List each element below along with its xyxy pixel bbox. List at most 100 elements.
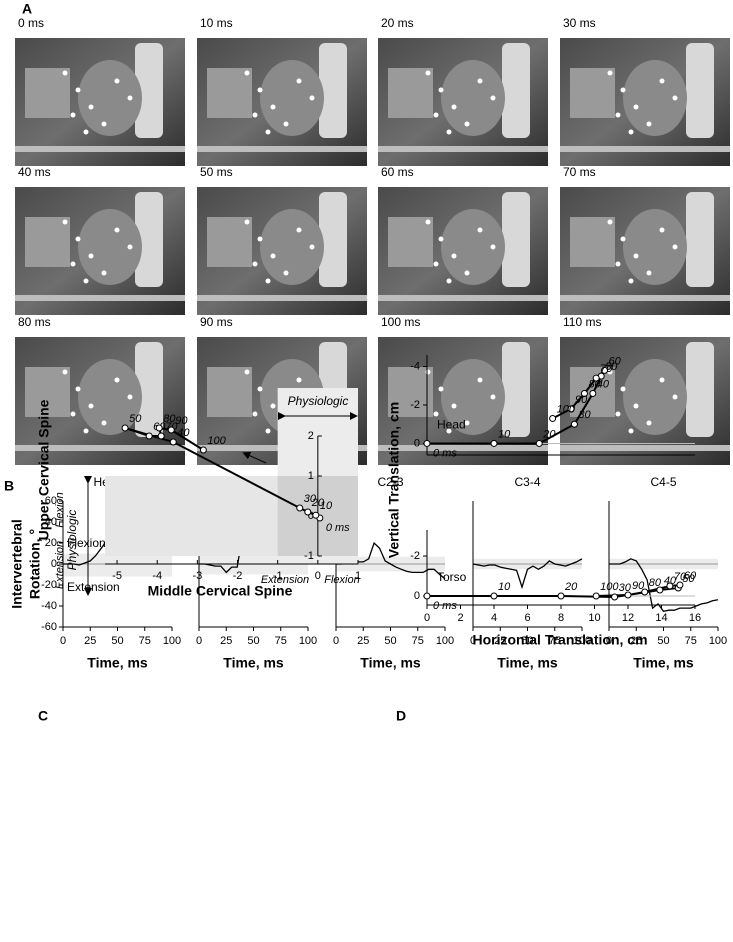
photo-marker (127, 394, 133, 400)
y-tick-label: -2 (410, 550, 420, 562)
photo-marker (88, 253, 94, 259)
photo-rig (25, 217, 70, 267)
frame-time: 90 ms (200, 315, 233, 329)
photo-marker (633, 104, 639, 110)
frame-time: 100 ms (381, 315, 420, 329)
point (169, 438, 177, 446)
x-tick-label: 10 (588, 612, 600, 624)
photo-marker (70, 261, 76, 267)
x-tick-label: 50 (384, 635, 396, 647)
x-tick-label: 16 (689, 612, 701, 624)
photo-marker (615, 112, 621, 118)
photo-marker (451, 253, 457, 259)
photo-marker (283, 121, 289, 127)
photo-marker (477, 78, 483, 84)
point-label: 80 (163, 413, 176, 425)
photo-marker (646, 270, 652, 276)
photo-marker (451, 104, 457, 110)
photo-marker (620, 386, 626, 392)
annotation: Physiologic (288, 394, 349, 408)
frame-time: 110 ms (563, 315, 601, 329)
chart-title: C2-3 (377, 475, 403, 489)
photo-marker (438, 87, 444, 93)
x-tick-label: 1 (355, 570, 361, 582)
photo-marker (101, 270, 107, 276)
x-tick-label: 50 (247, 635, 259, 647)
point (423, 439, 431, 447)
point (611, 593, 619, 601)
x-axis-label: Time, ms (360, 655, 421, 671)
photo-rig (570, 68, 615, 118)
x-tick-label: 8 (558, 612, 564, 624)
photo-marker (607, 219, 613, 225)
y-tick-label: 2 (308, 430, 314, 442)
x-tick-label: 50 (111, 635, 123, 647)
point-label: 70 (600, 363, 613, 375)
photo-base (197, 295, 367, 301)
point-label: 20 (542, 428, 556, 440)
line (472, 558, 583, 590)
photo-marker (615, 411, 621, 417)
photo-marker (425, 219, 431, 225)
point-label: 10 (320, 500, 333, 512)
point-label: 60 (684, 570, 697, 582)
photo-marker (75, 87, 81, 93)
point-label: 20 (311, 497, 325, 509)
x-tick-label: 100 (163, 635, 181, 647)
panel-label: B (4, 478, 14, 494)
photo-headrest (686, 342, 714, 437)
photo-base (15, 445, 185, 451)
point-label: 90 (175, 415, 188, 427)
photo-marker (490, 394, 496, 400)
frame-time: 10 ms (200, 16, 233, 30)
annotation: Extension (261, 574, 309, 586)
point (676, 581, 684, 589)
photo-head (623, 209, 687, 285)
point-label: 90 (575, 394, 588, 406)
frame-time: 50 ms (200, 165, 233, 179)
photo-head (441, 209, 505, 285)
point-label: 40 (597, 378, 610, 390)
photo-marker (270, 403, 276, 409)
x-tick-label: 100 (299, 635, 317, 647)
x-axis-label: Time, ms (497, 655, 558, 671)
photo-rig (388, 68, 433, 118)
chart-title: C4-5 (650, 475, 676, 489)
photo-marker (620, 87, 626, 93)
photo-base (197, 146, 367, 152)
photo-marker (477, 227, 483, 233)
photo-marker (62, 70, 68, 76)
photo-head (78, 209, 142, 285)
x-axis-label: Time, ms (87, 655, 148, 671)
photo-marker (628, 129, 634, 135)
x-tick-label: 75 (685, 635, 697, 647)
point (199, 446, 207, 454)
photo-marker (433, 411, 439, 417)
photo-marker (646, 420, 652, 426)
x-tick-label: 0 (470, 635, 476, 647)
photo-marker (101, 420, 107, 426)
photo-marker (620, 236, 626, 242)
photo-base (378, 445, 548, 451)
y-tick-label: 0 (51, 558, 57, 570)
point-label: 60 (609, 355, 622, 367)
photo-rig (207, 367, 252, 417)
photo-marker (252, 112, 258, 118)
x-tick-label: 0 (315, 570, 321, 582)
x-tick-label: -3 (192, 570, 202, 582)
photo-marker (659, 227, 665, 233)
x-tick-label: 75 (412, 635, 424, 647)
y-tick-label: 60 (45, 495, 57, 507)
annotation: Extension (67, 580, 120, 594)
point-label: 80 (588, 378, 601, 390)
photo-marker (607, 70, 613, 76)
photo-headrest (135, 342, 163, 437)
point (656, 586, 664, 594)
frame-time: 40 ms (18, 165, 51, 179)
point-label: 0 ms (433, 600, 457, 612)
chart-title: C3-4 (514, 475, 540, 489)
x-tick-label: 100 (573, 635, 591, 647)
photo-head (441, 359, 505, 435)
photo-marker (257, 236, 263, 242)
point (666, 582, 674, 590)
